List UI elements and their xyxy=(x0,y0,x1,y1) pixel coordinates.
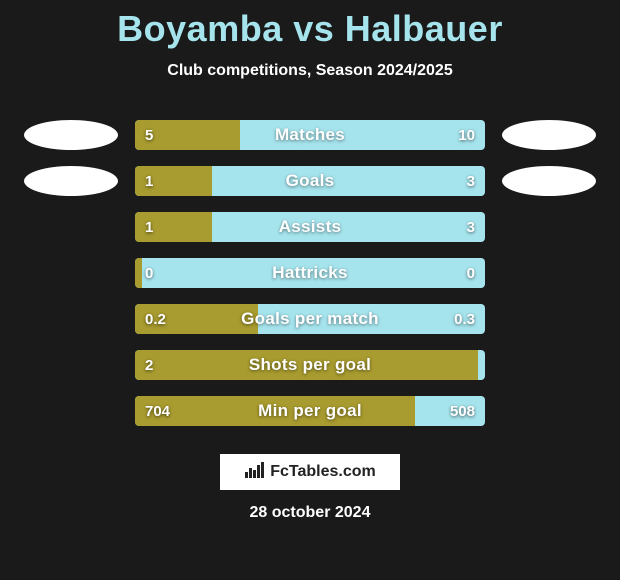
logo-chart-icon xyxy=(244,461,266,484)
stat-bar: 00Hattricks xyxy=(135,258,485,288)
badge-ellipse-icon xyxy=(502,166,596,196)
stat-bar: 510Matches xyxy=(135,120,485,150)
stat-bar: 704508Min per goal xyxy=(135,396,485,426)
player-badge-left xyxy=(19,165,123,197)
player-badge-left xyxy=(19,303,123,335)
stat-row: 13Goals xyxy=(0,158,620,204)
player-badge-left xyxy=(19,211,123,243)
player-badge-right xyxy=(497,395,601,427)
stat-label: Goals xyxy=(135,166,485,196)
stat-bar: 0.20.3Goals per match xyxy=(135,304,485,334)
player-badge-left xyxy=(19,119,123,151)
badge-ellipse-icon xyxy=(24,120,118,150)
badge-ellipse-icon xyxy=(24,166,118,196)
page-title: Boyamba vs Halbauer xyxy=(0,0,620,50)
badge-ellipse-icon xyxy=(502,120,596,150)
stat-row: 704508Min per goal xyxy=(0,388,620,434)
player-badge-right xyxy=(497,211,601,243)
stat-label: Assists xyxy=(135,212,485,242)
stat-row: 510Matches xyxy=(0,112,620,158)
stat-label: Min per goal xyxy=(135,396,485,426)
player-badge-right xyxy=(497,349,601,381)
player-badge-right xyxy=(497,257,601,289)
stat-row: 13Assists xyxy=(0,204,620,250)
stat-label: Matches xyxy=(135,120,485,150)
footer-logo-text: FcTables.com xyxy=(270,463,376,481)
player-badge-right xyxy=(497,119,601,151)
stat-bar: 13Goals xyxy=(135,166,485,196)
player-badge-right xyxy=(497,165,601,197)
stat-row: 00Hattricks xyxy=(0,250,620,296)
player-badge-left xyxy=(19,257,123,289)
stat-rows: 510Matches 13Goals 13Assists 00Hattricks 0.2… xyxy=(0,112,620,434)
stat-row: 0.20.3Goals per match xyxy=(0,296,620,342)
footer-date: 28 october 2024 xyxy=(0,504,620,522)
stat-label: Hattricks xyxy=(135,258,485,288)
player-badge-left xyxy=(19,349,123,381)
stat-row: 2Shots per goal xyxy=(0,342,620,388)
stat-bar: 13Assists xyxy=(135,212,485,242)
subtitle: Club competitions, Season 2024/2025 xyxy=(0,62,620,80)
stat-label: Goals per match xyxy=(135,304,485,334)
footer-logo: FcTables.com xyxy=(220,454,400,490)
player-badge-right xyxy=(497,303,601,335)
stat-bar: 2Shots per goal xyxy=(135,350,485,380)
stat-label: Shots per goal xyxy=(135,350,485,380)
player-badge-left xyxy=(19,395,123,427)
